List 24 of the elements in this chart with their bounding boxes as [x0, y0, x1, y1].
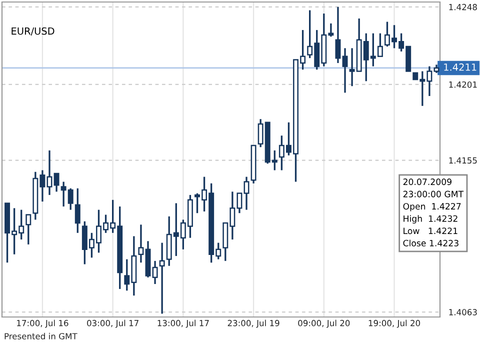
ref-line-label: 1.4211: [444, 63, 476, 71]
text: EUR/USD: [12, 27, 54, 36]
candlestick: [54, 172, 60, 192]
x-tick-label: 19:00, Jul 20: [368, 320, 420, 328]
y-tick-label: 1.4201: [449, 81, 477, 88]
text: Presented in GMT: [4, 332, 78, 340]
candlestick: [74, 188, 80, 234]
candlestick: [244, 176, 250, 211]
x-tick-label: 23:00, Jul 19: [228, 320, 280, 328]
x-tick-label: 03:00, Jul 17: [87, 320, 138, 328]
y-tick-label: 1.4155: [449, 157, 477, 164]
x-tick-label: 13:00, Jul 17: [158, 320, 209, 328]
y-tick-label: 1.4248: [449, 4, 477, 10]
annotation: 20.07.2009 23:00:00 GMT Open 1.4227 High 1.4232 Low 1.4221 Close 1.4223: [403, 178, 464, 246]
candlestick: [342, 47, 348, 94]
candlestick: [26, 214, 32, 246]
x-tick-label: 17:00, Jul 16: [17, 320, 68, 328]
y-tick-label: 1.4063: [449, 309, 477, 316]
candlestick: [159, 242, 165, 315]
candlestick: [152, 260, 158, 285]
candlestick: [138, 224, 144, 264]
candlestick: [46, 150, 52, 196]
x-tick-label: 09:00, Jul 20: [298, 320, 350, 328]
candlestick: [335, 6, 341, 64]
